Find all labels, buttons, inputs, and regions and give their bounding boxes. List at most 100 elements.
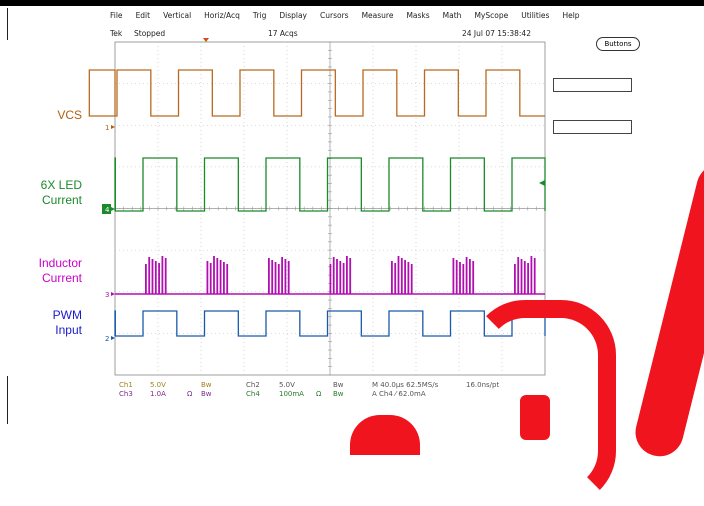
inductor-pulse bbox=[523, 261, 526, 294]
inductor-pulse bbox=[527, 263, 529, 294]
inductor-pulse bbox=[151, 259, 154, 294]
ch2-label: Ch2 bbox=[246, 381, 260, 389]
inductor-pulse bbox=[226, 264, 229, 294]
inductor-pulse bbox=[455, 260, 458, 294]
inductor-pulse bbox=[530, 256, 533, 294]
inductor-pulse bbox=[284, 259, 287, 294]
top-border bbox=[0, 0, 704, 6]
ch4-bw: Bw bbox=[333, 390, 344, 398]
inductor-pulse bbox=[216, 258, 219, 294]
ch2-bw: Bw bbox=[333, 381, 344, 389]
inductor-pulse bbox=[404, 260, 406, 294]
led-current-trace bbox=[114, 157, 546, 212]
date-time: 24 Jul 07 15:38:42 bbox=[462, 29, 531, 38]
menu-measure[interactable]: Measure bbox=[361, 11, 394, 20]
channel-label-inductor-current: Inductor Current bbox=[38, 256, 82, 285]
inductor-pulse bbox=[394, 263, 397, 294]
side-readout-box-2 bbox=[553, 120, 632, 134]
inductor-pulse bbox=[452, 258, 455, 294]
left-border-lower bbox=[7, 376, 8, 424]
inductor-pulse bbox=[154, 261, 157, 294]
svg-text:3: 3 bbox=[105, 291, 109, 299]
menu-file[interactable]: File bbox=[110, 11, 123, 20]
inductor-pulse bbox=[148, 257, 151, 294]
inductor-pulse bbox=[465, 257, 468, 294]
inductor-pulse bbox=[213, 256, 215, 294]
menu-display[interactable]: Display bbox=[279, 11, 307, 20]
side-readout-box-1 bbox=[553, 78, 632, 92]
vcs-trace bbox=[88, 69, 545, 117]
ch2-scale: 5.0V bbox=[279, 381, 295, 389]
inductor-pulse bbox=[287, 261, 290, 294]
inductor-pulse bbox=[391, 261, 393, 294]
menu-utilities[interactable]: Utilities bbox=[521, 11, 550, 20]
ch4-label: Ch4 bbox=[246, 390, 260, 398]
brand-label: Tek bbox=[110, 29, 123, 38]
buttons-button[interactable]: Buttons bbox=[596, 37, 640, 51]
inductor-pulse bbox=[277, 264, 280, 294]
channel-markers: 1 4 3 2 bbox=[102, 124, 545, 343]
left-border-upper bbox=[7, 8, 8, 40]
inductor-pulse bbox=[329, 264, 332, 294]
inductor-pulse bbox=[332, 257, 335, 294]
inductor-pulse bbox=[209, 263, 212, 294]
svg-text:2: 2 bbox=[105, 335, 109, 343]
watermark-shape-small bbox=[520, 395, 550, 440]
inductor-pulse bbox=[158, 263, 160, 294]
svg-text:4: 4 bbox=[105, 206, 110, 214]
menu-math[interactable]: Math bbox=[442, 11, 462, 20]
inductor-pulse bbox=[336, 259, 338, 294]
inductor-pulse bbox=[533, 258, 536, 294]
pwm-input-trace bbox=[114, 310, 546, 337]
svg-text:1: 1 bbox=[105, 124, 109, 132]
inductor-pulse bbox=[281, 257, 283, 294]
menu-horiz-acq[interactable]: Horiz/Acq bbox=[204, 11, 240, 20]
inductor-pulse bbox=[219, 260, 222, 294]
inductor-pulse bbox=[161, 256, 164, 294]
inductor-pulse bbox=[145, 264, 147, 294]
menu-edit[interactable]: Edit bbox=[135, 11, 151, 20]
inductor-pulse bbox=[517, 257, 520, 294]
inductor-pulse bbox=[400, 258, 403, 294]
inductor-pulse bbox=[274, 262, 277, 294]
inductor-pulse bbox=[346, 256, 348, 294]
ch4-ohm: Ω bbox=[316, 390, 322, 398]
menu-vertical[interactable]: Vertical bbox=[163, 11, 192, 20]
inductor-pulse bbox=[407, 262, 410, 294]
timebase: M 40.0µs 62.5MS/s bbox=[372, 381, 439, 389]
inductor-pulse bbox=[268, 258, 270, 294]
inductor-pulse bbox=[472, 261, 475, 294]
scope-display: 1 4 3 2 bbox=[88, 38, 546, 376]
menu-masks[interactable]: Masks bbox=[406, 11, 430, 20]
menu-bar: File Edit Vertical Horiz/Acq Trig Displa… bbox=[110, 11, 593, 25]
ch3-scale: 1.0A bbox=[150, 390, 166, 398]
menu-cursors[interactable]: Cursors bbox=[320, 11, 349, 20]
inductor-pulse bbox=[410, 264, 413, 294]
inductor-pulse bbox=[206, 261, 209, 294]
inductor-pulse bbox=[397, 256, 400, 294]
inductor-pulse bbox=[459, 262, 461, 294]
inductor-pulse bbox=[342, 263, 345, 294]
trigger-setting: A Ch4 ⁄ 62.0mA bbox=[372, 390, 426, 398]
menu-help[interactable]: Help bbox=[562, 11, 580, 20]
ch1-scale: 5.0V bbox=[150, 381, 166, 389]
inductor-pulse bbox=[271, 260, 274, 294]
inductor-pulse bbox=[462, 264, 465, 294]
ch4-scale: 100mA bbox=[279, 390, 304, 398]
status-row: Tek Stopped 17 Acqs 24 Jul 07 15:38:42 bbox=[110, 29, 640, 40]
channel-label-vcs: VCS bbox=[57, 108, 82, 122]
inductor-pulse bbox=[514, 264, 516, 294]
channel-label-led-current: 6X LED Current bbox=[40, 178, 82, 207]
ch1-label: Ch1 bbox=[119, 381, 133, 389]
waveforms bbox=[88, 69, 546, 337]
inductor-pulse bbox=[520, 259, 523, 294]
inductor-pulse bbox=[339, 261, 342, 294]
acquisition-count: 17 Acqs bbox=[268, 29, 298, 38]
resolution: 16.0ns/pt bbox=[466, 381, 500, 389]
channel-label-pwm-input: PWM Input bbox=[52, 308, 82, 337]
menu-trig[interactable]: Trig bbox=[252, 11, 267, 20]
ch3-bw: Bw bbox=[201, 390, 212, 398]
menu-myscope[interactable]: MyScope bbox=[474, 11, 509, 20]
inductor-pulse bbox=[164, 258, 167, 294]
inductor-pulse bbox=[349, 258, 352, 294]
